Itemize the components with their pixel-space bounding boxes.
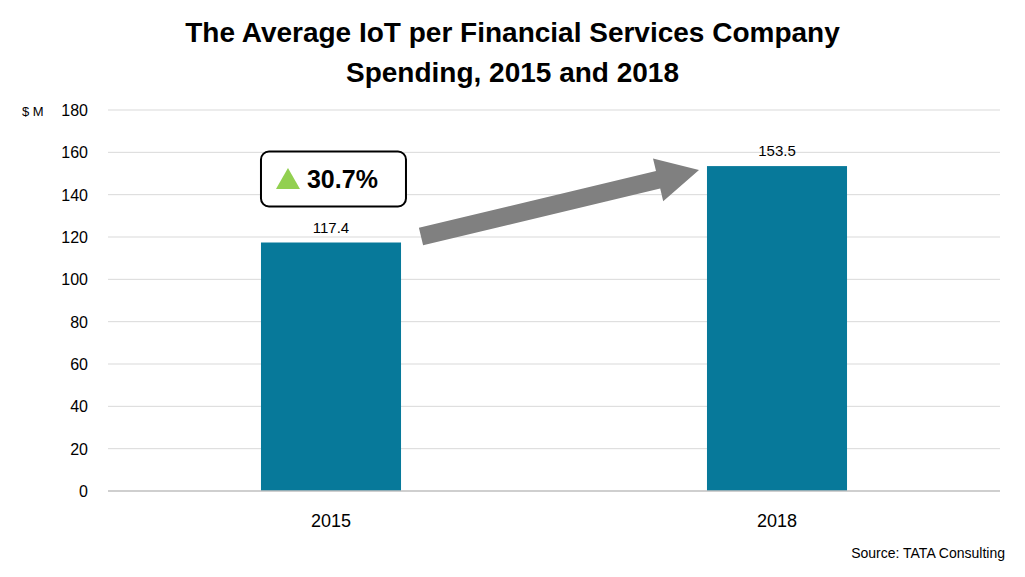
grid-line (108, 194, 1000, 195)
x-tick-label: 2018 (757, 511, 797, 531)
grid-line (108, 152, 1000, 153)
y-axis-label: $ M (22, 104, 44, 119)
bar (261, 243, 401, 491)
y-tick-label: 80 (70, 314, 88, 331)
y-tick-label: 0 (79, 483, 88, 500)
data-label: 117.4 (313, 219, 349, 236)
source: Source: TATA Consulting (851, 545, 1005, 561)
x-tick-label: 2015 (311, 511, 351, 531)
y-tick-label: 180 (61, 102, 88, 119)
bars (261, 166, 847, 491)
y-tick-label: 160 (61, 144, 88, 161)
title-line: Spending, 2015 and 2018 (346, 57, 679, 88)
background (0, 0, 1025, 577)
grid-line (108, 448, 1000, 449)
x-axis (108, 490, 1000, 492)
y-tick-label: 20 (70, 441, 88, 458)
grid-line (108, 110, 1000, 111)
grid-line (108, 237, 1000, 238)
y-tick-label: 40 (70, 398, 88, 415)
chart: The Average IoT per Financial Services C… (0, 0, 1025, 577)
arrow (419, 159, 699, 246)
annotation: 30.7% (307, 165, 378, 193)
bar (707, 166, 847, 491)
grid-line (108, 364, 1000, 365)
y-tick-label: 60 (70, 356, 88, 373)
data-label: 153.5 (758, 142, 796, 159)
annotation-box (261, 152, 406, 207)
grid-line (108, 406, 1000, 407)
y-tick-label: 100 (61, 271, 88, 288)
y-tick-label: 140 (61, 187, 88, 204)
title: The Average IoT per Financial Services C… (185, 17, 840, 88)
grid (108, 110, 1000, 449)
grid-line (108, 321, 1000, 322)
up-triangle (276, 168, 300, 189)
title-line: The Average IoT per Financial Services C… (185, 17, 840, 48)
grid-line (108, 279, 1000, 280)
y-tick-label: 120 (61, 229, 88, 246)
